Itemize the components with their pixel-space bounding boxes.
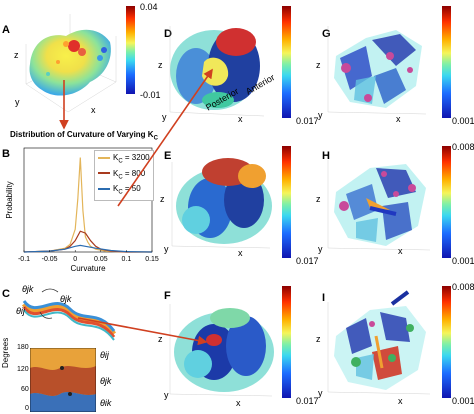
panel-c-filament-diagram <box>21 288 117 341</box>
panel-e-surface <box>171 158 272 249</box>
panel-f-colorbar <box>282 286 291 398</box>
panel-h-colorbar-min: 0.001 <box>452 256 474 266</box>
legend-entry-3200: KC = 3200 <box>98 152 150 168</box>
panel-a-x-axis-label: x <box>91 105 96 115</box>
panel-e-z-axis-label: z <box>160 194 165 204</box>
theta-ik-label: θjk <box>22 284 34 294</box>
panel-c-angle-strip <box>30 348 96 412</box>
panel-e-colorbar <box>282 146 291 258</box>
panel-a-label: A <box>2 24 10 36</box>
panel-g-colorbar-min: 0.001 <box>452 116 474 126</box>
theta-jk-label: θjk <box>60 294 72 304</box>
panel-h-label: H <box>322 150 330 162</box>
panel-a-surface <box>25 14 117 113</box>
x-tick-label: 0 <box>73 256 77 263</box>
panel-c-label: C <box>2 288 10 300</box>
panel-a-y-axis-label: y <box>15 97 20 107</box>
panel-d-z-axis-label: z <box>158 60 163 70</box>
panel-d-x-axis-label: x <box>238 114 243 124</box>
panel-g-y-axis-label: y <box>318 110 323 120</box>
legend-swatch <box>98 188 110 191</box>
legend-swatch <box>98 156 110 159</box>
panel-i-surface <box>327 290 431 395</box>
panel-i-colorbar <box>442 286 451 398</box>
series-line-0 <box>23 157 152 253</box>
panel-e-y-axis-label: y <box>164 244 169 254</box>
x-tick-label: 0.15 <box>145 256 159 263</box>
panel-h-z-axis-label: z <box>316 194 321 204</box>
panel-g-surface <box>327 26 427 115</box>
strip-tick-0: 0 <box>25 405 29 412</box>
panel-a-z-axis-label: z <box>14 50 19 60</box>
x-tick-label: 0.1 <box>122 256 132 263</box>
panel-d-label: D <box>164 28 172 40</box>
panel-i-z-axis-label: z <box>316 334 321 344</box>
x-axis-label: Curvature <box>70 264 106 273</box>
panel-f-surface <box>169 304 274 397</box>
x-tick-label: 0.05 <box>94 256 108 263</box>
strip-tick-120: 120 <box>17 366 29 373</box>
strip-label-jk: θjk <box>100 376 112 386</box>
panel-a-colorbar <box>126 6 135 94</box>
panel-b-label: B <box>2 148 10 160</box>
panel-h-colorbar-max: 0.008 <box>452 142 474 152</box>
panel-g-colorbar <box>442 6 451 118</box>
strip-tick-60: 60 <box>21 386 29 393</box>
x-tick-label: -0.1 <box>18 256 30 263</box>
panel-g-z-axis-label: z <box>316 60 321 70</box>
chart-legend: KC = 3200 KC = 800 KC = 50 <box>94 150 154 201</box>
panel-a-colorbar-max: 0.04 <box>140 2 158 12</box>
panel-f-label: F <box>164 290 171 302</box>
legend-entry-800: KC = 800 <box>98 168 150 184</box>
strip-ylabel: Degrees <box>1 337 10 368</box>
panel-g-label: G <box>322 28 331 40</box>
panel-i-y-axis-label: y <box>318 388 323 398</box>
panel-d-colorbar <box>282 6 291 118</box>
strip-label-ij: θij <box>100 350 109 360</box>
legend-entry-50: KC = 50 <box>98 183 150 199</box>
panel-i-colorbar-max: 0.008 <box>452 282 474 292</box>
x-tick-label: -0.05 <box>42 256 58 263</box>
panel-i-label: I <box>322 292 326 304</box>
strip-label-ik: θik <box>100 398 112 408</box>
panel-f-y-axis-label: y <box>164 390 169 400</box>
panel-e-x-axis-label: x <box>238 248 243 258</box>
theta-ij-label: θij <box>16 306 25 316</box>
panel-f-colorbar-min: 0.017 <box>296 396 319 406</box>
series-line-2 <box>23 244 153 253</box>
strip-tick-180: 180 <box>17 344 29 351</box>
panel-h-x-axis-label: x <box>398 246 403 256</box>
panel-h-y-axis-label: y <box>318 244 323 254</box>
panel-h-surface <box>327 160 431 251</box>
panel-f-z-axis-label: z <box>158 334 163 344</box>
panel-i-x-axis-label: x <box>398 396 403 406</box>
legend-swatch <box>98 172 110 175</box>
panel-i-colorbar-min: 0.001 <box>452 396 474 406</box>
panel-f-x-axis-label: x <box>236 398 241 408</box>
panel-a-colorbar-min: -0.01 <box>140 90 161 100</box>
panel-d-colorbar-min: 0.017 <box>296 116 319 126</box>
y-axis-label: Probability <box>5 181 14 218</box>
curvature-distribution-chart: -0.1 -0.05 0 0.05 0.1 0.15 Curvature Probabilit… <box>5 147 159 273</box>
panel-e-colorbar-min: 0.017 <box>296 256 319 266</box>
panel-d-y-axis-label: y <box>162 112 167 122</box>
panel-h-colorbar <box>442 146 451 258</box>
panel-g-x-axis-label: x <box>396 114 401 124</box>
